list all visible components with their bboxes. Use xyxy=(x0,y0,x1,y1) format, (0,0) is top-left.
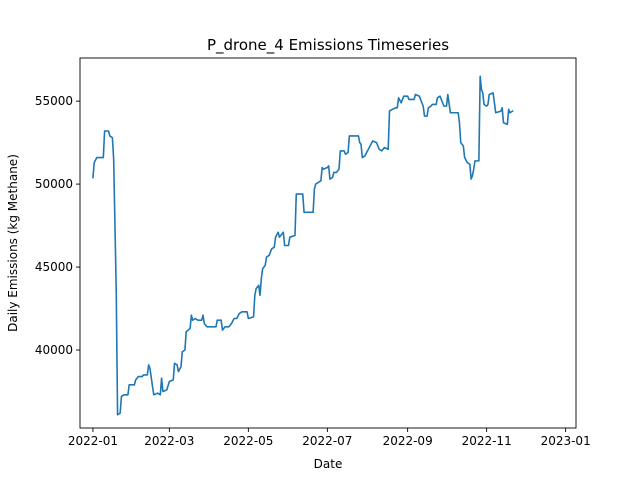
y-tick-label: 55000 xyxy=(35,94,73,108)
plot-area xyxy=(79,57,577,429)
x-tick-label: 2022-03 xyxy=(144,434,194,448)
y-tick-label: 50000 xyxy=(35,177,73,191)
y-axis-label: Daily Emissions (kg Methane) xyxy=(6,154,20,332)
y-tick-label: 45000 xyxy=(35,260,73,274)
x-tick-label: 2022-01 xyxy=(68,434,118,448)
x-tick-label: 2022-07 xyxy=(302,434,352,448)
x-axis: 2022-01 2022-03 2022-05 2022-07 2022-09 2022-… xyxy=(68,428,591,448)
x-axis-label: Date xyxy=(314,457,343,471)
y-axis: 40000 45000 50000 55000 xyxy=(35,94,80,357)
chart-title: P_drone_4 Emissions Timeseries xyxy=(207,36,449,55)
x-tick-label: 2022-11 xyxy=(462,434,512,448)
series-line xyxy=(92,75,514,416)
x-tick-label: 2023-01 xyxy=(541,434,591,448)
plot-background xyxy=(80,58,576,428)
y-tick-label: 40000 xyxy=(35,343,73,357)
x-tick-label: 2022-05 xyxy=(223,434,273,448)
plot-frame xyxy=(79,57,577,429)
x-tick-label: 2022-09 xyxy=(383,434,433,448)
